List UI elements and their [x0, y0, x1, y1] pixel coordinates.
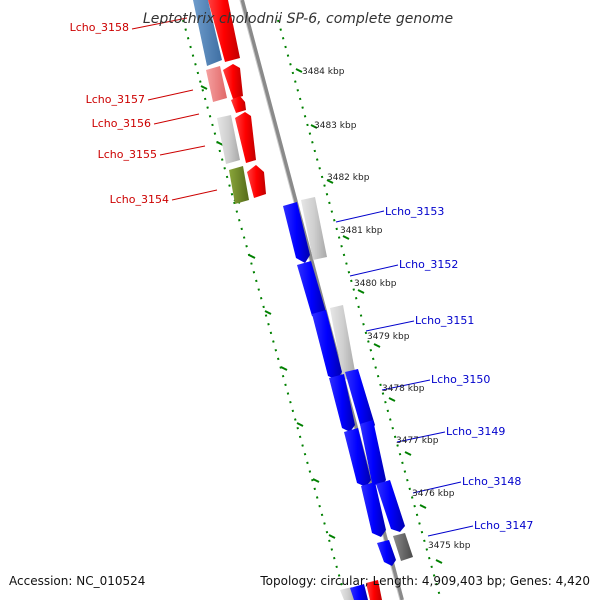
gene-arrow-blue-5	[345, 369, 375, 432]
page-title: Leptothrix cholodnii SP-6, complete geno…	[143, 11, 453, 27]
tick-label: 3480 kbp	[354, 279, 397, 289]
major-ticks	[200, 68, 443, 564]
gene-label-lcho-3158[interactable]: Lcho_3158	[70, 21, 129, 34]
gene-label-lcho-3152[interactable]: Lcho_3152	[399, 258, 458, 271]
right-leader-lines	[335, 210, 474, 537]
gene-label-lcho-3157[interactable]: Lcho_3157	[86, 93, 145, 106]
tick-label: 3477 kbp	[396, 436, 439, 446]
gene-arrow-red-5	[247, 165, 266, 198]
gene-arrow-blue-6	[344, 428, 371, 487]
tick-label: 3475 kbp	[428, 541, 471, 551]
tick-label: 3476 kbp	[412, 489, 455, 499]
tick-label: 3484 kbp	[302, 67, 345, 77]
gene-arrow-red-2	[223, 64, 243, 99]
gene-arrow-blue-7	[360, 420, 386, 487]
tick-label: 3482 kbp	[327, 173, 370, 183]
genome-summary: Topology: circular; Length: 4,909,403 bp…	[260, 574, 590, 588]
gene-label-lcho-3156[interactable]: Lcho_3156	[92, 117, 151, 130]
tick-labels: 3484 kbp 3483 kbp 3482 kbp 3481 kbp 3480…	[302, 67, 471, 551]
feature-grey-2	[301, 197, 327, 260]
gene-arrow-blue-10	[377, 540, 396, 566]
feature-pink-1	[206, 66, 227, 102]
gene-label-lcho-3154[interactable]: Lcho_3154	[110, 193, 169, 206]
tick-label: 3478 kbp	[382, 384, 425, 394]
gene-arrow-red-1	[208, 0, 240, 62]
left-leader-lines	[131, 17, 218, 201]
gene-arrow-blue-4	[329, 374, 355, 432]
tick-label: 3481 kbp	[340, 226, 383, 236]
left-gene-labels: Lcho_3158 Lcho_3157 Lcho_3156 Lcho_3155 …	[70, 21, 169, 206]
feature-grey-3	[330, 305, 356, 380]
gene-arrow-blue-2	[297, 261, 326, 320]
top-gene-cluster	[193, 0, 266, 204]
feature-olive-1	[229, 166, 249, 204]
gene-arrow-blue-8	[361, 482, 386, 537]
gene-label-lcho-3155[interactable]: Lcho_3155	[98, 148, 157, 161]
gene-arrow-blue-1	[283, 202, 310, 263]
gene-label-lcho-3149[interactable]: Lcho_3149	[446, 425, 505, 438]
feature-dark-1	[393, 533, 413, 561]
gene-label-lcho-3153[interactable]: Lcho_3153	[385, 205, 444, 218]
gene-arrow-blue-3	[312, 310, 342, 380]
gene-arrow-blue-9	[376, 480, 405, 532]
gene-arrow-red-4	[235, 112, 256, 163]
feature-steel-1	[193, 0, 222, 66]
tick-label: 3483 kbp	[314, 121, 357, 131]
tick-label: 3479 kbp	[367, 332, 410, 342]
gene-label-lcho-3150[interactable]: Lcho_3150	[431, 373, 490, 386]
accession-label: Accession: NC_010524	[9, 574, 146, 588]
tick-track-right	[277, 19, 442, 600]
edge-genes-bottom	[340, 580, 382, 600]
bottom-gene-cluster	[283, 197, 413, 566]
right-gene-labels: Lcho_3153 Lcho_3152 Lcho_3151 Lcho_3150 …	[385, 205, 533, 532]
gene-label-lcho-3151[interactable]: Lcho_3151	[415, 314, 474, 327]
gene-label-lcho-3147[interactable]: Lcho_3147	[474, 519, 533, 532]
gene-label-lcho-3148[interactable]: Lcho_3148	[462, 475, 521, 488]
tick-track-left	[182, 19, 347, 600]
gene-arrow-red-3	[231, 96, 246, 113]
feature-grey-1	[217, 115, 240, 164]
